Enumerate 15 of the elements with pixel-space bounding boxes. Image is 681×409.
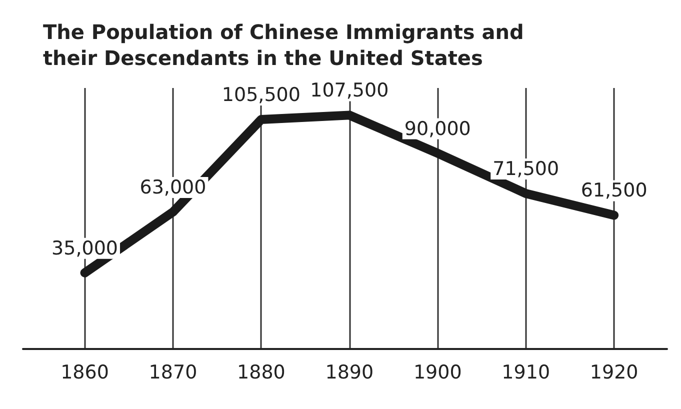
data-label: 61,500 [580,180,648,202]
x-tick-label: 1900 [413,362,462,384]
x-tick-label: 1910 [502,362,550,384]
data-label: 90,000 [404,118,471,140]
data-label: 63,000 [140,176,206,198]
x-tick-label: 1860 [60,362,109,384]
x-tick-label: 1870 [148,362,198,384]
x-tick-label: 1890 [325,362,374,384]
data-label: 105,500 [222,84,300,106]
x-tick-label: 1880 [237,362,286,384]
data-label: 35,000 [52,237,118,260]
x-tick-label: 1920 [590,362,638,384]
data-label: 71,500 [492,158,560,180]
chart-title: The Population of Chinese Immigrants and their Descendants in the United States [43,20,531,70]
data-label: 107,500 [310,80,389,102]
